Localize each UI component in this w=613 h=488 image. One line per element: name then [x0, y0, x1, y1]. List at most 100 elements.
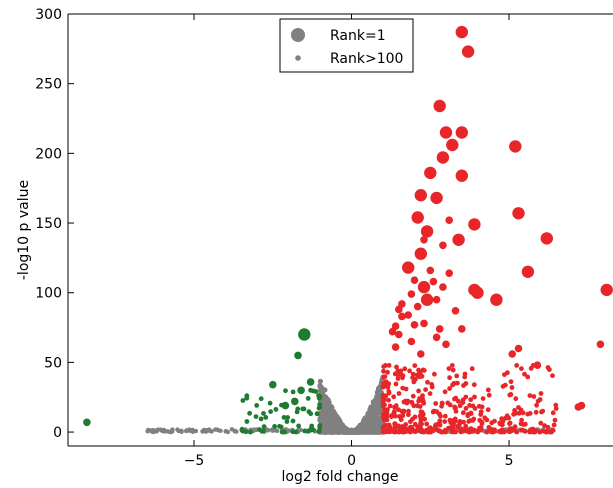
up-point-small	[448, 419, 454, 425]
up-point-small	[513, 396, 519, 402]
down-point	[281, 401, 290, 410]
up-point-small	[506, 415, 512, 421]
up-point-small	[471, 382, 477, 388]
up-point-small	[519, 427, 525, 433]
ns-point	[337, 427, 342, 433]
up-point-small	[551, 422, 557, 428]
ns-point	[374, 403, 380, 409]
legend-box	[279, 18, 414, 73]
significant-points-large	[298, 25, 613, 341]
up-point-small	[531, 394, 537, 399]
up-point-small	[402, 366, 408, 372]
up-point-large	[452, 233, 465, 246]
down-point-large	[298, 328, 311, 341]
up-point-small	[550, 373, 555, 379]
up-point-small	[400, 375, 405, 381]
up-point-small	[418, 425, 424, 431]
y-tick-label: 50	[44, 355, 62, 371]
up-point-small	[443, 429, 449, 435]
up-point-small	[500, 384, 506, 389]
ns-point	[367, 406, 373, 412]
up-point-small	[521, 422, 526, 427]
down-point-small	[314, 411, 320, 417]
up-point-small	[439, 429, 444, 435]
up-point-small	[538, 420, 544, 426]
up-point-small	[383, 422, 388, 428]
down-point-small	[248, 429, 253, 435]
up-point-small	[522, 371, 527, 377]
y-axis-title: -log10 p value	[16, 180, 32, 280]
up-point-small	[538, 391, 544, 396]
up-point-small	[535, 398, 541, 404]
up-point-small	[457, 419, 463, 424]
down-point-small	[283, 388, 288, 394]
up-point-large	[430, 191, 443, 205]
up-point-small	[507, 426, 513, 432]
up-point-small	[420, 393, 425, 398]
down-point	[83, 418, 91, 427]
up-point-small	[417, 374, 422, 380]
up-point	[451, 307, 460, 315]
up-point-small	[520, 410, 526, 416]
up-point-small	[449, 363, 455, 368]
up-point-small	[453, 395, 459, 401]
down-point	[306, 378, 315, 386]
ns-point	[373, 397, 379, 404]
up-point	[432, 295, 441, 304]
up-point-small	[484, 429, 490, 435]
up-point-small	[446, 366, 452, 371]
up-point-small	[537, 429, 543, 435]
up-point-small	[509, 385, 515, 390]
up-point-small	[410, 393, 416, 399]
up-point	[395, 305, 403, 314]
up-point-small	[511, 411, 516, 417]
up-point	[417, 350, 425, 358]
up-point-small	[418, 416, 424, 422]
up-point-small	[411, 403, 417, 409]
up-point-large	[461, 45, 475, 58]
ns-point	[175, 427, 180, 432]
x-tick-label: −5	[184, 453, 205, 469]
up-point-small	[507, 392, 513, 398]
up-point-small	[402, 424, 407, 429]
up-point-small	[382, 411, 387, 416]
up-point-small	[385, 369, 390, 375]
x-tick-label: 5	[505, 453, 514, 469]
up-point-small	[479, 421, 485, 427]
up-point-small	[417, 404, 423, 409]
up-point-small	[427, 391, 433, 396]
ns-point	[375, 428, 380, 433]
up-point-small	[533, 428, 538, 433]
down-point-small	[261, 428, 266, 434]
ns-point	[328, 416, 334, 422]
down-point-small	[305, 396, 311, 401]
down-point-small	[261, 424, 267, 429]
plot-area-background	[68, 14, 613, 446]
up-point-small	[381, 429, 387, 434]
up-point-small	[418, 409, 424, 415]
up-point-small	[460, 410, 466, 416]
legend-marker-small	[295, 55, 301, 61]
up-point	[445, 216, 454, 224]
up-point-small	[519, 366, 524, 371]
up-point-small	[429, 384, 435, 390]
ns-point	[341, 429, 346, 434]
up-point-small	[393, 403, 399, 408]
up-point-small	[396, 391, 402, 396]
up-point-small	[500, 429, 505, 435]
up-point-small	[395, 376, 401, 381]
ns-point	[170, 427, 175, 432]
up-point-small	[460, 427, 466, 433]
up-point-small	[519, 417, 524, 423]
up-point-small	[540, 408, 546, 414]
up-point-small	[437, 418, 443, 424]
up-point-small	[466, 419, 472, 424]
legend-label-rank100: Rank>100	[330, 51, 403, 67]
up-point	[508, 350, 516, 358]
up-point-small	[412, 421, 418, 427]
ns-point	[323, 419, 329, 425]
up-point-small	[409, 425, 415, 430]
up-point-small	[410, 416, 415, 422]
ns-point	[330, 428, 336, 434]
